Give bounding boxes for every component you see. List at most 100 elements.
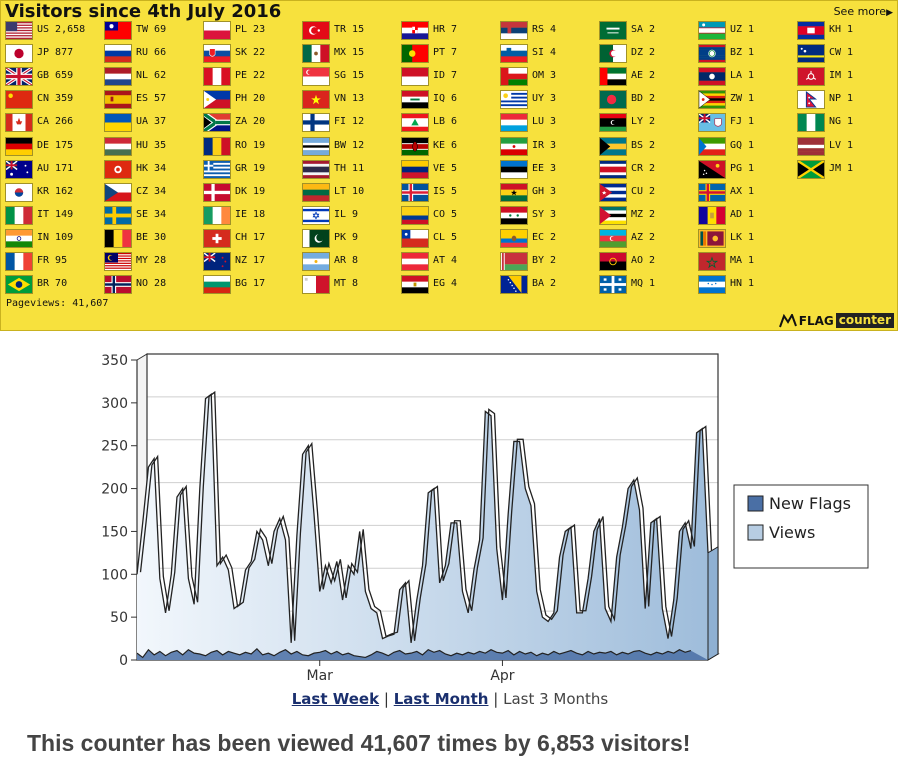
flag-counter-logo[interactable]: FLAG counter bbox=[778, 313, 894, 328]
country-label: ES 57 bbox=[136, 93, 167, 105]
legend-label: New Flags bbox=[769, 494, 851, 513]
country-label: SA 2 bbox=[631, 24, 656, 35]
country-flag-icon bbox=[698, 113, 726, 133]
country-flag-icon bbox=[5, 44, 33, 64]
country-entry: VN 13 bbox=[298, 89, 397, 110]
country-flag-icon bbox=[698, 90, 726, 110]
country-label: CL 5 bbox=[433, 231, 458, 243]
country-entry: HU 35 bbox=[100, 136, 199, 156]
country-flag-icon bbox=[104, 159, 132, 179]
country-flag-icon bbox=[797, 90, 825, 110]
country-label: IQ 6 bbox=[433, 93, 458, 105]
country-entry: DK 19 bbox=[199, 182, 298, 202]
country-entry: BS 2 bbox=[595, 136, 694, 156]
country-entry: TR 15 bbox=[298, 20, 397, 40]
country-flag-icon bbox=[401, 67, 429, 87]
country-entry: TW 69 bbox=[100, 20, 199, 40]
country-flag-icon bbox=[302, 159, 330, 179]
country-entry: UA 37 bbox=[100, 112, 199, 133]
views-side-face bbox=[707, 545, 719, 661]
country-flag-icon bbox=[203, 136, 231, 156]
country-flag-icon bbox=[500, 182, 528, 202]
country-label: EC 2 bbox=[532, 231, 557, 243]
country-flag-icon bbox=[203, 252, 231, 271]
country-label: KE 6 bbox=[433, 139, 458, 151]
country-flag-icon bbox=[5, 228, 33, 248]
country-label: US 2,658 bbox=[37, 24, 86, 35]
country-flag-icon bbox=[302, 205, 330, 225]
country-label: FJ 1 bbox=[730, 116, 755, 128]
country-entry: OM 3 bbox=[496, 66, 595, 87]
country-label: AU 171 bbox=[37, 162, 74, 174]
country-flag-icon bbox=[599, 136, 627, 156]
country-label: IS 5 bbox=[433, 185, 458, 197]
pageviews-count: Pageviews: 41,607 bbox=[6, 298, 109, 309]
country-entry: AD 1 bbox=[694, 205, 793, 225]
last-week-link[interactable]: Last Week bbox=[291, 690, 380, 708]
country-entry: NZ 17 bbox=[199, 251, 298, 271]
country-entry: AZ 2 bbox=[595, 228, 694, 248]
country-flag-icon bbox=[500, 252, 528, 271]
last-month-link[interactable]: Last Month bbox=[393, 690, 489, 708]
country-flag-icon bbox=[302, 275, 330, 295]
country-entry: KR 162 bbox=[1, 182, 100, 202]
x-axis-ticks: Mar Apr bbox=[307, 660, 515, 684]
country-label: IT 149 bbox=[37, 208, 74, 220]
country-label: KR 162 bbox=[37, 185, 74, 197]
country-entry: LB 6 bbox=[397, 112, 496, 133]
country-flag-icon bbox=[104, 136, 132, 156]
country-label: NL 62 bbox=[136, 70, 167, 82]
country-entry: LK 1 bbox=[694, 228, 793, 248]
see-more-label: See more bbox=[833, 5, 887, 18]
country-flag-icon bbox=[500, 228, 528, 248]
see-more-link[interactable]: See more▶ bbox=[834, 5, 893, 18]
country-entry: PT 7 bbox=[397, 43, 496, 64]
country-flag-icon bbox=[203, 159, 231, 179]
country-label: AE 2 bbox=[631, 70, 656, 82]
country-entry: MZ 2 bbox=[595, 205, 694, 225]
country-flag-icon bbox=[104, 182, 132, 202]
country-flag-icon bbox=[500, 90, 528, 110]
country-label: BS 2 bbox=[631, 139, 656, 151]
country-label: CZ 34 bbox=[136, 185, 167, 197]
country-label: OM 3 bbox=[532, 70, 557, 82]
country-flag-icon bbox=[104, 21, 132, 40]
country-flag-icon bbox=[698, 44, 726, 64]
country-flag-icon bbox=[104, 228, 132, 248]
country-entry: CL 5 bbox=[397, 228, 496, 248]
country-flag-icon bbox=[401, 21, 429, 40]
country-flag-icon bbox=[698, 275, 726, 295]
country-flag-icon bbox=[500, 113, 528, 133]
country-label: JM 1 bbox=[829, 162, 854, 174]
country-entry: TH 11 bbox=[298, 159, 397, 179]
views-line bbox=[136, 393, 709, 643]
y-tick-label: 250 bbox=[101, 439, 128, 455]
country-label: HN 1 bbox=[730, 278, 755, 290]
country-entry: BZ 1 bbox=[694, 43, 793, 64]
country-label: BR 70 bbox=[37, 278, 68, 290]
legend-swatch bbox=[747, 495, 764, 512]
country-entry: LU 3 bbox=[496, 112, 595, 133]
country-entry: LA 1 bbox=[694, 66, 793, 87]
country-label: CU 2 bbox=[631, 185, 656, 197]
country-entry: HK 34 bbox=[100, 159, 199, 179]
country-flag-icon bbox=[797, 67, 825, 87]
country-label: TR 15 bbox=[334, 24, 365, 35]
country-entry: HR 7 bbox=[397, 20, 496, 40]
country-flag-icon bbox=[599, 113, 627, 133]
country-label: UA 37 bbox=[136, 116, 167, 128]
country-flag-icon bbox=[401, 228, 429, 248]
country-flag-icon bbox=[203, 182, 231, 202]
country-flag-icon bbox=[500, 67, 528, 87]
country-flag-icon bbox=[698, 67, 726, 87]
country-label: LT 10 bbox=[334, 185, 365, 197]
range-separator: | bbox=[383, 690, 389, 708]
country-label: NO 28 bbox=[136, 278, 167, 290]
y-tick-label: 350 bbox=[101, 353, 128, 369]
country-entry: PL 23 bbox=[199, 20, 298, 40]
y-tick-label: 50 bbox=[110, 610, 128, 626]
country-entry: EG 4 bbox=[397, 274, 496, 295]
country-flag-icon bbox=[797, 21, 825, 40]
country-flag-icon bbox=[104, 67, 132, 87]
country-entry: PH 20 bbox=[199, 89, 298, 110]
